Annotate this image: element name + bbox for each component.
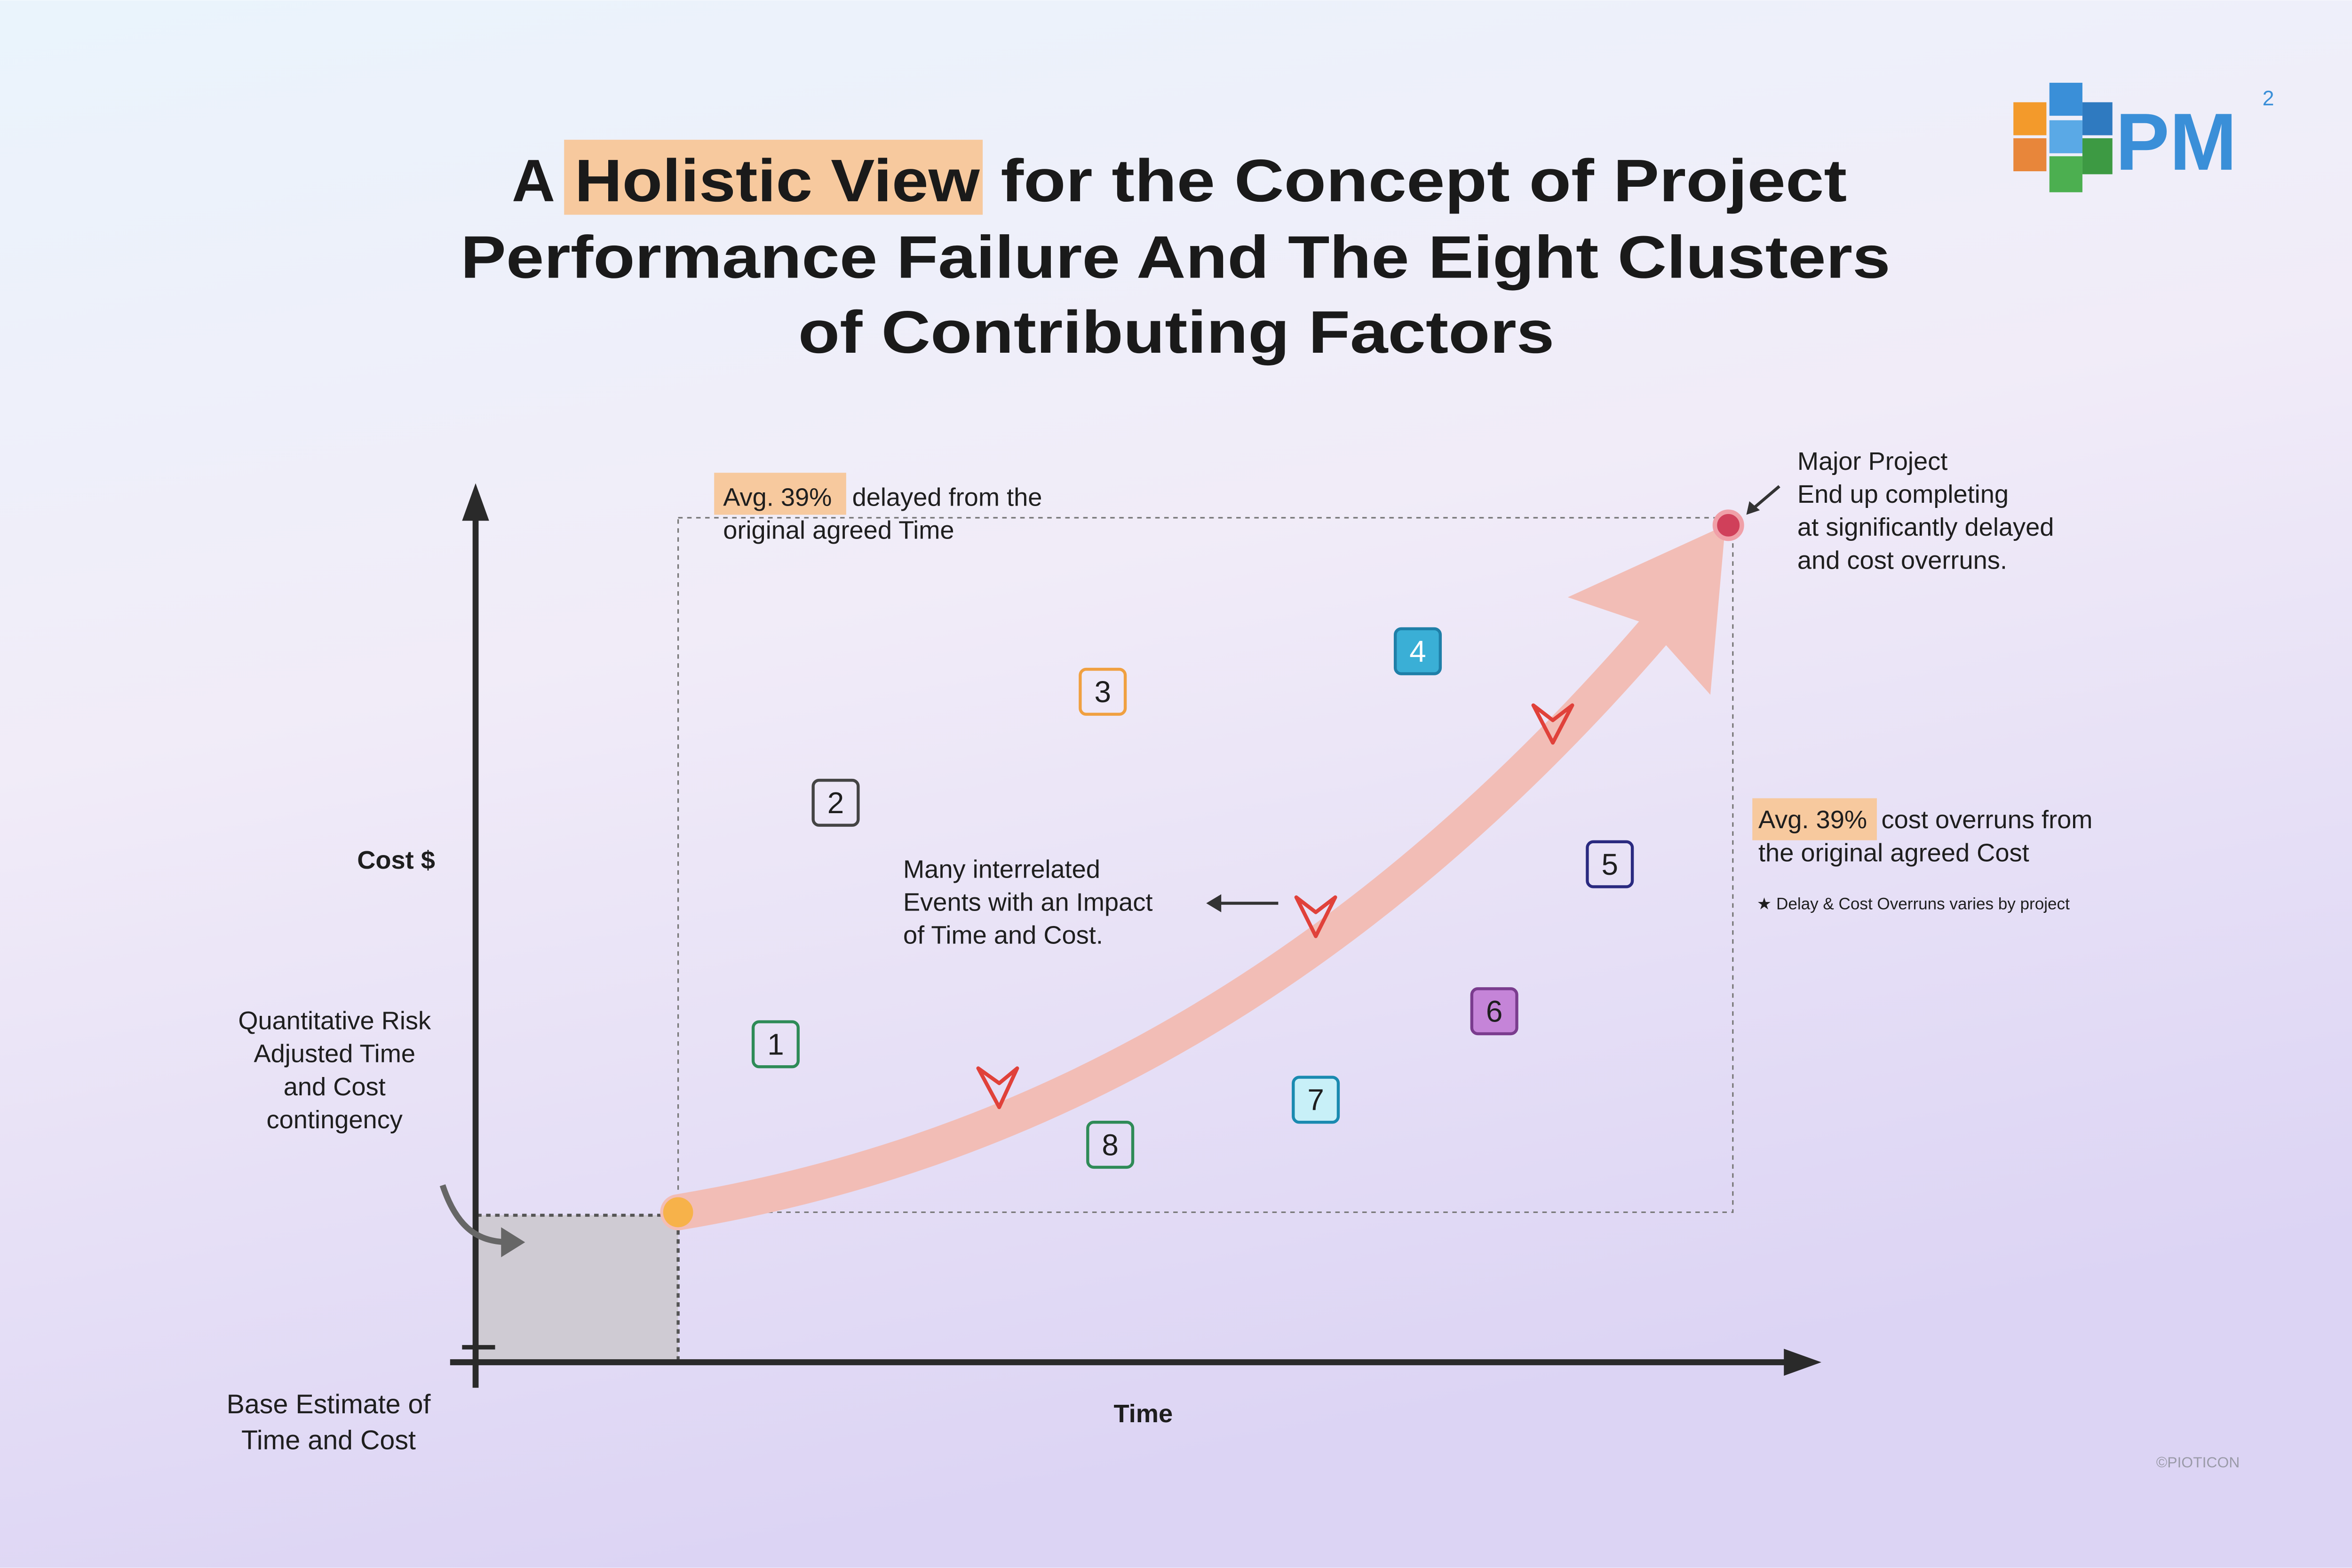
note-line: and Cost bbox=[284, 1073, 386, 1101]
cluster-box bbox=[1079, 667, 1127, 716]
cluster-number: 2 bbox=[827, 786, 844, 820]
cluster-number: 8 bbox=[1102, 1128, 1118, 1162]
note-line: Events with an Impact bbox=[903, 888, 1152, 917]
note-highlight bbox=[1752, 798, 1877, 840]
note-line: and cost overruns. bbox=[1797, 546, 2007, 574]
note-line: Quantitative Risk bbox=[238, 1006, 431, 1035]
note-highlight bbox=[714, 473, 846, 515]
note-line: Many interrelated bbox=[903, 855, 1100, 883]
footnote: ★ Delay & Cost Overruns varies by projec… bbox=[1757, 895, 2070, 913]
cluster-number: 5 bbox=[1602, 847, 1618, 881]
pointer-head bbox=[1206, 894, 1222, 912]
cluster-box bbox=[1393, 627, 1442, 675]
cluster-number: 1 bbox=[767, 1028, 784, 1061]
logo: PM 2 bbox=[2013, 82, 2274, 192]
note-highlight-text: Avg. 39% bbox=[1758, 806, 1867, 834]
title-lead: A bbox=[512, 148, 555, 214]
cluster-box bbox=[1086, 1121, 1135, 1169]
y-arrow bbox=[462, 483, 489, 521]
overrun-box bbox=[677, 517, 1734, 1213]
title-line: of Contributing Factors bbox=[798, 299, 1554, 366]
pointer-head bbox=[501, 1227, 525, 1258]
note-line: at significantly delayed bbox=[1797, 513, 2054, 541]
note-line: delayed from the bbox=[852, 483, 1042, 511]
cluster-number: 3 bbox=[1094, 675, 1111, 709]
cluster-box bbox=[1586, 840, 1634, 888]
logo-superscript: 2 bbox=[2263, 87, 2274, 110]
note-line: Adjusted Time bbox=[254, 1040, 415, 1068]
note-line: contingency bbox=[267, 1106, 403, 1134]
x-axis-label: Time bbox=[1114, 1400, 1173, 1428]
start-point bbox=[663, 1197, 693, 1227]
note-highlight-text: Avg. 39% bbox=[723, 483, 832, 511]
note-line: of Time and Cost. bbox=[903, 921, 1103, 950]
chevrons bbox=[976, 703, 1574, 1109]
note-line: cost overruns from bbox=[1882, 806, 2093, 834]
trend-arrow-head bbox=[1567, 525, 1725, 695]
cluster-box bbox=[1470, 987, 1518, 1036]
pointer bbox=[439, 1184, 510, 1245]
cluster-number: 4 bbox=[1409, 634, 1426, 668]
axes bbox=[450, 510, 1793, 1388]
note-line: Major Project bbox=[1797, 447, 1947, 475]
note-line: Base Estimate of bbox=[227, 1389, 431, 1419]
note-line: End up completing bbox=[1797, 480, 2009, 508]
logo-text: PM bbox=[2115, 97, 2237, 187]
note-line: the original agreed Cost bbox=[1758, 839, 2029, 867]
title-line: Performance Failure And The Eight Cluste… bbox=[461, 224, 1891, 291]
note-line: original agreed Time bbox=[723, 516, 954, 545]
trend-arrow bbox=[660, 609, 1676, 1230]
credit: ©PIOTICON bbox=[2156, 1454, 2240, 1471]
y-axis-label: Cost $ bbox=[357, 846, 435, 874]
cluster-box bbox=[811, 778, 860, 827]
cluster-box bbox=[1292, 1076, 1340, 1124]
x-arrow bbox=[1784, 1348, 1821, 1376]
end-point bbox=[1712, 509, 1744, 541]
note-line: Time and Cost bbox=[241, 1425, 416, 1456]
title-rest: for the Concept of Project bbox=[1001, 148, 1847, 214]
pointer-head bbox=[1746, 501, 1760, 515]
title-highlight-text: Holistic View bbox=[575, 148, 980, 214]
cluster-number: 7 bbox=[1307, 1083, 1324, 1117]
cluster-number: 6 bbox=[1486, 995, 1502, 1029]
cluster-box bbox=[751, 1020, 800, 1069]
title-highlight bbox=[564, 140, 983, 215]
